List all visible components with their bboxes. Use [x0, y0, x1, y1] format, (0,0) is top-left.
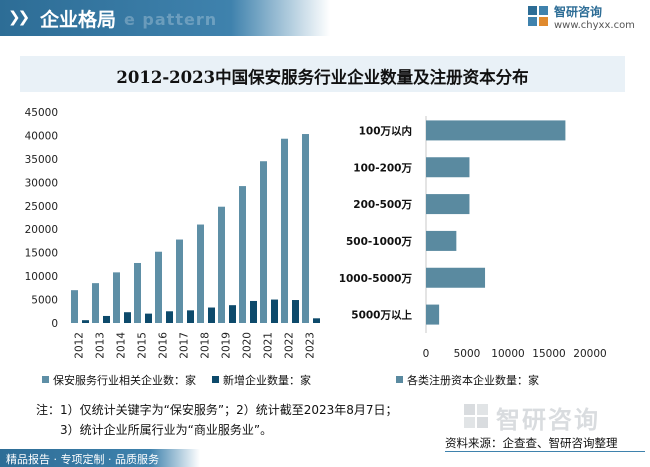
- legend-swatch-light: [42, 376, 49, 383]
- y-tick-label: 30000: [25, 177, 58, 189]
- bar-capital-range: [426, 304, 440, 325]
- legend-label: 各类注册资本企业数量：家: [407, 374, 539, 387]
- header-band: [0, 0, 330, 36]
- bar-new-companies: [187, 310, 194, 323]
- x-tick-label: 2021: [263, 332, 275, 359]
- bar-total-companies: [155, 251, 162, 323]
- y-tick-label: 15000: [25, 248, 58, 260]
- x-tick-label: 0: [423, 348, 430, 360]
- chevron-right-icon: ❯❯: [8, 8, 30, 26]
- bar-capital-range: [426, 120, 566, 141]
- chart-title: 2012-2023中国保安服务行业企业数量及注册资本分布: [116, 68, 529, 87]
- bar-new-companies: [145, 313, 152, 323]
- category-label: 500-1000万: [346, 236, 412, 248]
- bar-total-companies: [176, 239, 183, 323]
- brand-logo-block: 智研咨询 www.chyxx.com: [526, 2, 636, 36]
- category-label: 100-200万: [353, 162, 412, 174]
- brand-url: www.chyxx.com: [554, 20, 635, 31]
- bar-total-companies: [239, 186, 246, 323]
- bar-new-companies: [124, 312, 131, 323]
- bar-new-companies: [103, 315, 110, 323]
- y-tick-label: 0: [51, 318, 58, 330]
- section-title: 企业格局: [40, 9, 117, 31]
- footer-band: 精品报告 · 专项定制 · 品质服务: [0, 449, 200, 467]
- category-label: 100万以内: [359, 124, 412, 137]
- y-tick-label: 5000: [31, 295, 58, 307]
- legend-label: 新增企业数量：家: [223, 374, 311, 387]
- x-tick-label: 2020: [242, 332, 254, 359]
- note-line-1: 注：1）仅统计关键字为“保安服务”；2）统计截至2023年8月7日；: [36, 403, 398, 417]
- bar-new-companies: [292, 300, 299, 323]
- source-divider: [445, 451, 645, 452]
- y-tick-label: 20000: [25, 224, 58, 236]
- bar-new-companies: [166, 311, 173, 323]
- bar-total-companies: [71, 290, 78, 323]
- x-tick-label: 2015: [137, 332, 149, 359]
- category-label: 1000-5000万: [339, 273, 413, 285]
- bottom-watermark: 智研咨询: [462, 400, 642, 434]
- bar-new-companies: [82, 320, 89, 323]
- x-tick-label: 2013: [95, 332, 107, 359]
- x-tick-label: 2019: [221, 332, 233, 359]
- x-tick-label: 2012: [74, 332, 86, 359]
- bar-capital-range: [426, 230, 457, 251]
- source-text: 资料来源：企查查、智研咨询整理: [445, 436, 618, 450]
- watermark-logo-icon: [464, 404, 488, 428]
- legend-swatch-right: [396, 376, 403, 383]
- x-tick-label: 5000: [454, 348, 481, 360]
- bar-total-companies: [260, 161, 267, 323]
- bar-new-companies: [313, 318, 320, 323]
- brand-name: 智研咨询: [554, 5, 603, 19]
- bar-total-companies: [92, 283, 99, 323]
- x-tick-label: 2014: [116, 332, 128, 359]
- bar-capital-range: [426, 267, 486, 288]
- x-tick-label: 2017: [179, 332, 191, 359]
- x-tick-label: 2023: [305, 332, 317, 359]
- bar-new-companies: [250, 300, 257, 323]
- y-tick-label: 25000: [25, 201, 58, 213]
- bar-total-companies: [281, 138, 288, 323]
- bar-total-companies: [197, 224, 204, 323]
- watermark-text: 智研咨询: [496, 406, 600, 434]
- legend-label: 保安服务行业相关企业数：家: [53, 374, 196, 387]
- bar-new-companies: [208, 307, 215, 323]
- bar-capital-range: [426, 194, 470, 215]
- footer-text: 精品报告 · 专项定制 · 品质服务: [6, 453, 159, 466]
- bar-total-companies: [134, 262, 141, 323]
- x-tick-label: 20000: [573, 348, 606, 360]
- bar-new-companies: [271, 299, 278, 323]
- legend-swatch-dark: [212, 376, 219, 383]
- bar-new-companies: [229, 305, 236, 323]
- bar-total-companies: [302, 134, 309, 323]
- x-tick-label: 2018: [200, 332, 212, 359]
- y-tick-label: 40000: [25, 130, 58, 142]
- x-tick-label: 2016: [158, 332, 170, 359]
- x-tick-label: 10000: [491, 348, 524, 360]
- header-watermark: e pattern: [124, 10, 218, 29]
- y-tick-label: 45000: [25, 107, 58, 119]
- y-tick-label: 35000: [25, 154, 58, 166]
- header-bar: ❯❯ 企业格局 e pattern 智研咨询 www.chyxx.com: [0, 0, 650, 36]
- bar-total-companies: [113, 272, 120, 323]
- note-line-2: 3）统计企业所属行业为“商业服务业”。: [60, 423, 273, 437]
- bar-total-companies: [218, 206, 225, 323]
- x-tick-label: 15000: [532, 348, 565, 360]
- category-label: 200-500万: [353, 199, 412, 211]
- x-tick-label: 2022: [284, 332, 296, 359]
- bar-capital-range: [426, 157, 470, 178]
- category-label: 5000万以上: [351, 309, 412, 322]
- chart-title-bar: 2012-2023中国保安服务行业企业数量及注册资本分布: [20, 56, 625, 92]
- brand-logo-icon: [528, 6, 548, 26]
- y-tick-label: 10000: [25, 271, 58, 283]
